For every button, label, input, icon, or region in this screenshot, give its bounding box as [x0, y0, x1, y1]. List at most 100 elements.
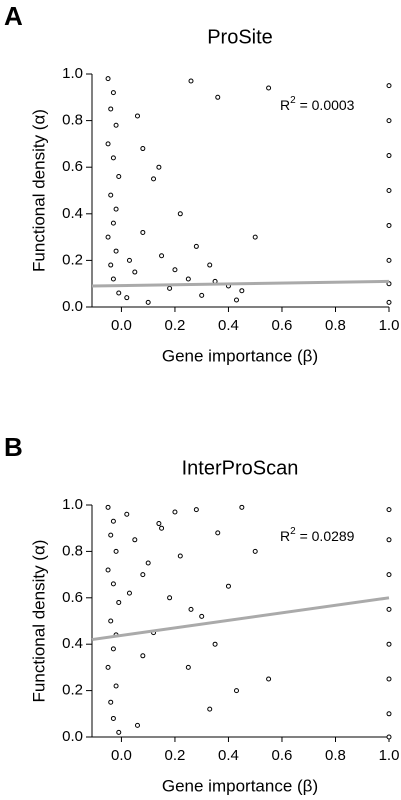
data-point	[188, 78, 194, 84]
x-tick-label: 0.6	[272, 317, 293, 334]
x-tick-label: 0.0	[111, 747, 132, 764]
data-point	[110, 581, 116, 587]
data-point	[386, 537, 392, 543]
data-point	[108, 192, 114, 198]
data-point	[386, 222, 392, 228]
data-point	[145, 560, 151, 566]
data-point	[134, 722, 140, 728]
y-tick-label: 0.4	[62, 635, 83, 652]
y-tick-label: 0.4	[62, 205, 83, 222]
x-tick-label: 0.8	[325, 317, 346, 334]
x-tick-label: 0.0	[111, 317, 132, 334]
data-point	[110, 518, 116, 524]
data-point	[110, 276, 116, 282]
r-squared: R2 = 0.0003	[280, 95, 355, 113]
data-point	[188, 606, 194, 612]
data-point	[252, 234, 258, 240]
data-point	[116, 174, 122, 180]
data-point	[105, 234, 111, 240]
data-point	[124, 295, 130, 301]
regression-line	[91, 279, 390, 288]
data-point	[110, 155, 116, 161]
data-point	[132, 269, 138, 275]
data-point	[116, 729, 122, 735]
data-point	[386, 676, 392, 682]
data-point	[113, 122, 119, 128]
x-tick-label: 0.2	[165, 747, 186, 764]
data-point	[126, 590, 132, 596]
data-point	[207, 262, 213, 268]
y-tick-label: 1.0	[62, 496, 83, 513]
y-axis-label: Functional density (α)	[29, 109, 48, 272]
data-point	[108, 699, 114, 705]
data-point	[105, 567, 111, 573]
data-point	[108, 532, 114, 538]
y-tick-label: 0.6	[62, 589, 83, 606]
data-point	[172, 267, 178, 273]
data-point	[108, 106, 114, 112]
data-point	[386, 507, 392, 513]
data-point	[113, 206, 119, 212]
data-point	[185, 664, 191, 670]
data-point	[199, 613, 205, 619]
r-squared: R2 = 0.0289	[280, 526, 355, 544]
data-point	[177, 211, 183, 217]
x-tick-label: 0.4	[218, 747, 239, 764]
data-point	[233, 297, 239, 303]
data-point	[386, 299, 392, 305]
r-squared-sup: 2	[290, 526, 296, 537]
data-point	[172, 509, 178, 515]
data-point	[185, 276, 191, 282]
data-point	[126, 257, 132, 263]
data-point	[252, 548, 258, 554]
data-point	[108, 262, 114, 268]
panel-label: A	[4, 1, 23, 31]
r-squared-value: = 0.0289	[296, 528, 355, 544]
data-point	[140, 653, 146, 659]
y-tick-label: 0.8	[62, 542, 83, 559]
data-point	[151, 176, 157, 182]
y-tick-label: 0.8	[62, 112, 83, 129]
x-tick-label: 0.4	[218, 317, 239, 334]
regression-line	[91, 596, 390, 642]
x-tick-label: 1.0	[379, 747, 400, 764]
r-squared-base: R	[280, 528, 290, 544]
data-point	[386, 257, 392, 263]
panel-label: B	[4, 432, 23, 462]
data-point	[105, 141, 111, 147]
data-point	[124, 511, 130, 517]
data-point	[145, 299, 151, 305]
data-point	[239, 288, 245, 294]
data-point	[386, 188, 392, 193]
data-point	[215, 94, 221, 100]
data-point	[140, 229, 146, 235]
data-point	[386, 572, 392, 578]
y-tick-label: 0.0	[62, 298, 83, 315]
data-point	[140, 572, 146, 578]
data-point	[116, 290, 122, 296]
data-point	[159, 253, 165, 259]
data-point	[105, 504, 111, 510]
x-tick-label: 0.8	[325, 747, 346, 764]
data-point	[207, 706, 213, 712]
data-point	[116, 599, 122, 605]
data-point	[386, 734, 392, 740]
r-squared-sup: 2	[290, 95, 296, 106]
data-point	[177, 553, 183, 559]
data-point	[266, 85, 272, 91]
data-point	[159, 525, 165, 531]
data-point	[386, 641, 392, 647]
data-point	[156, 521, 162, 527]
data-point	[212, 641, 218, 647]
data-point	[167, 595, 173, 601]
data-point	[199, 292, 205, 298]
data-point	[225, 583, 231, 589]
y-tick-label: 0.2	[62, 682, 83, 699]
data-point	[386, 711, 392, 717]
data-point	[105, 664, 111, 670]
data-point	[386, 153, 392, 159]
data-point	[233, 688, 239, 694]
chart-title: ProSite	[207, 26, 273, 48]
data-point	[110, 646, 116, 652]
